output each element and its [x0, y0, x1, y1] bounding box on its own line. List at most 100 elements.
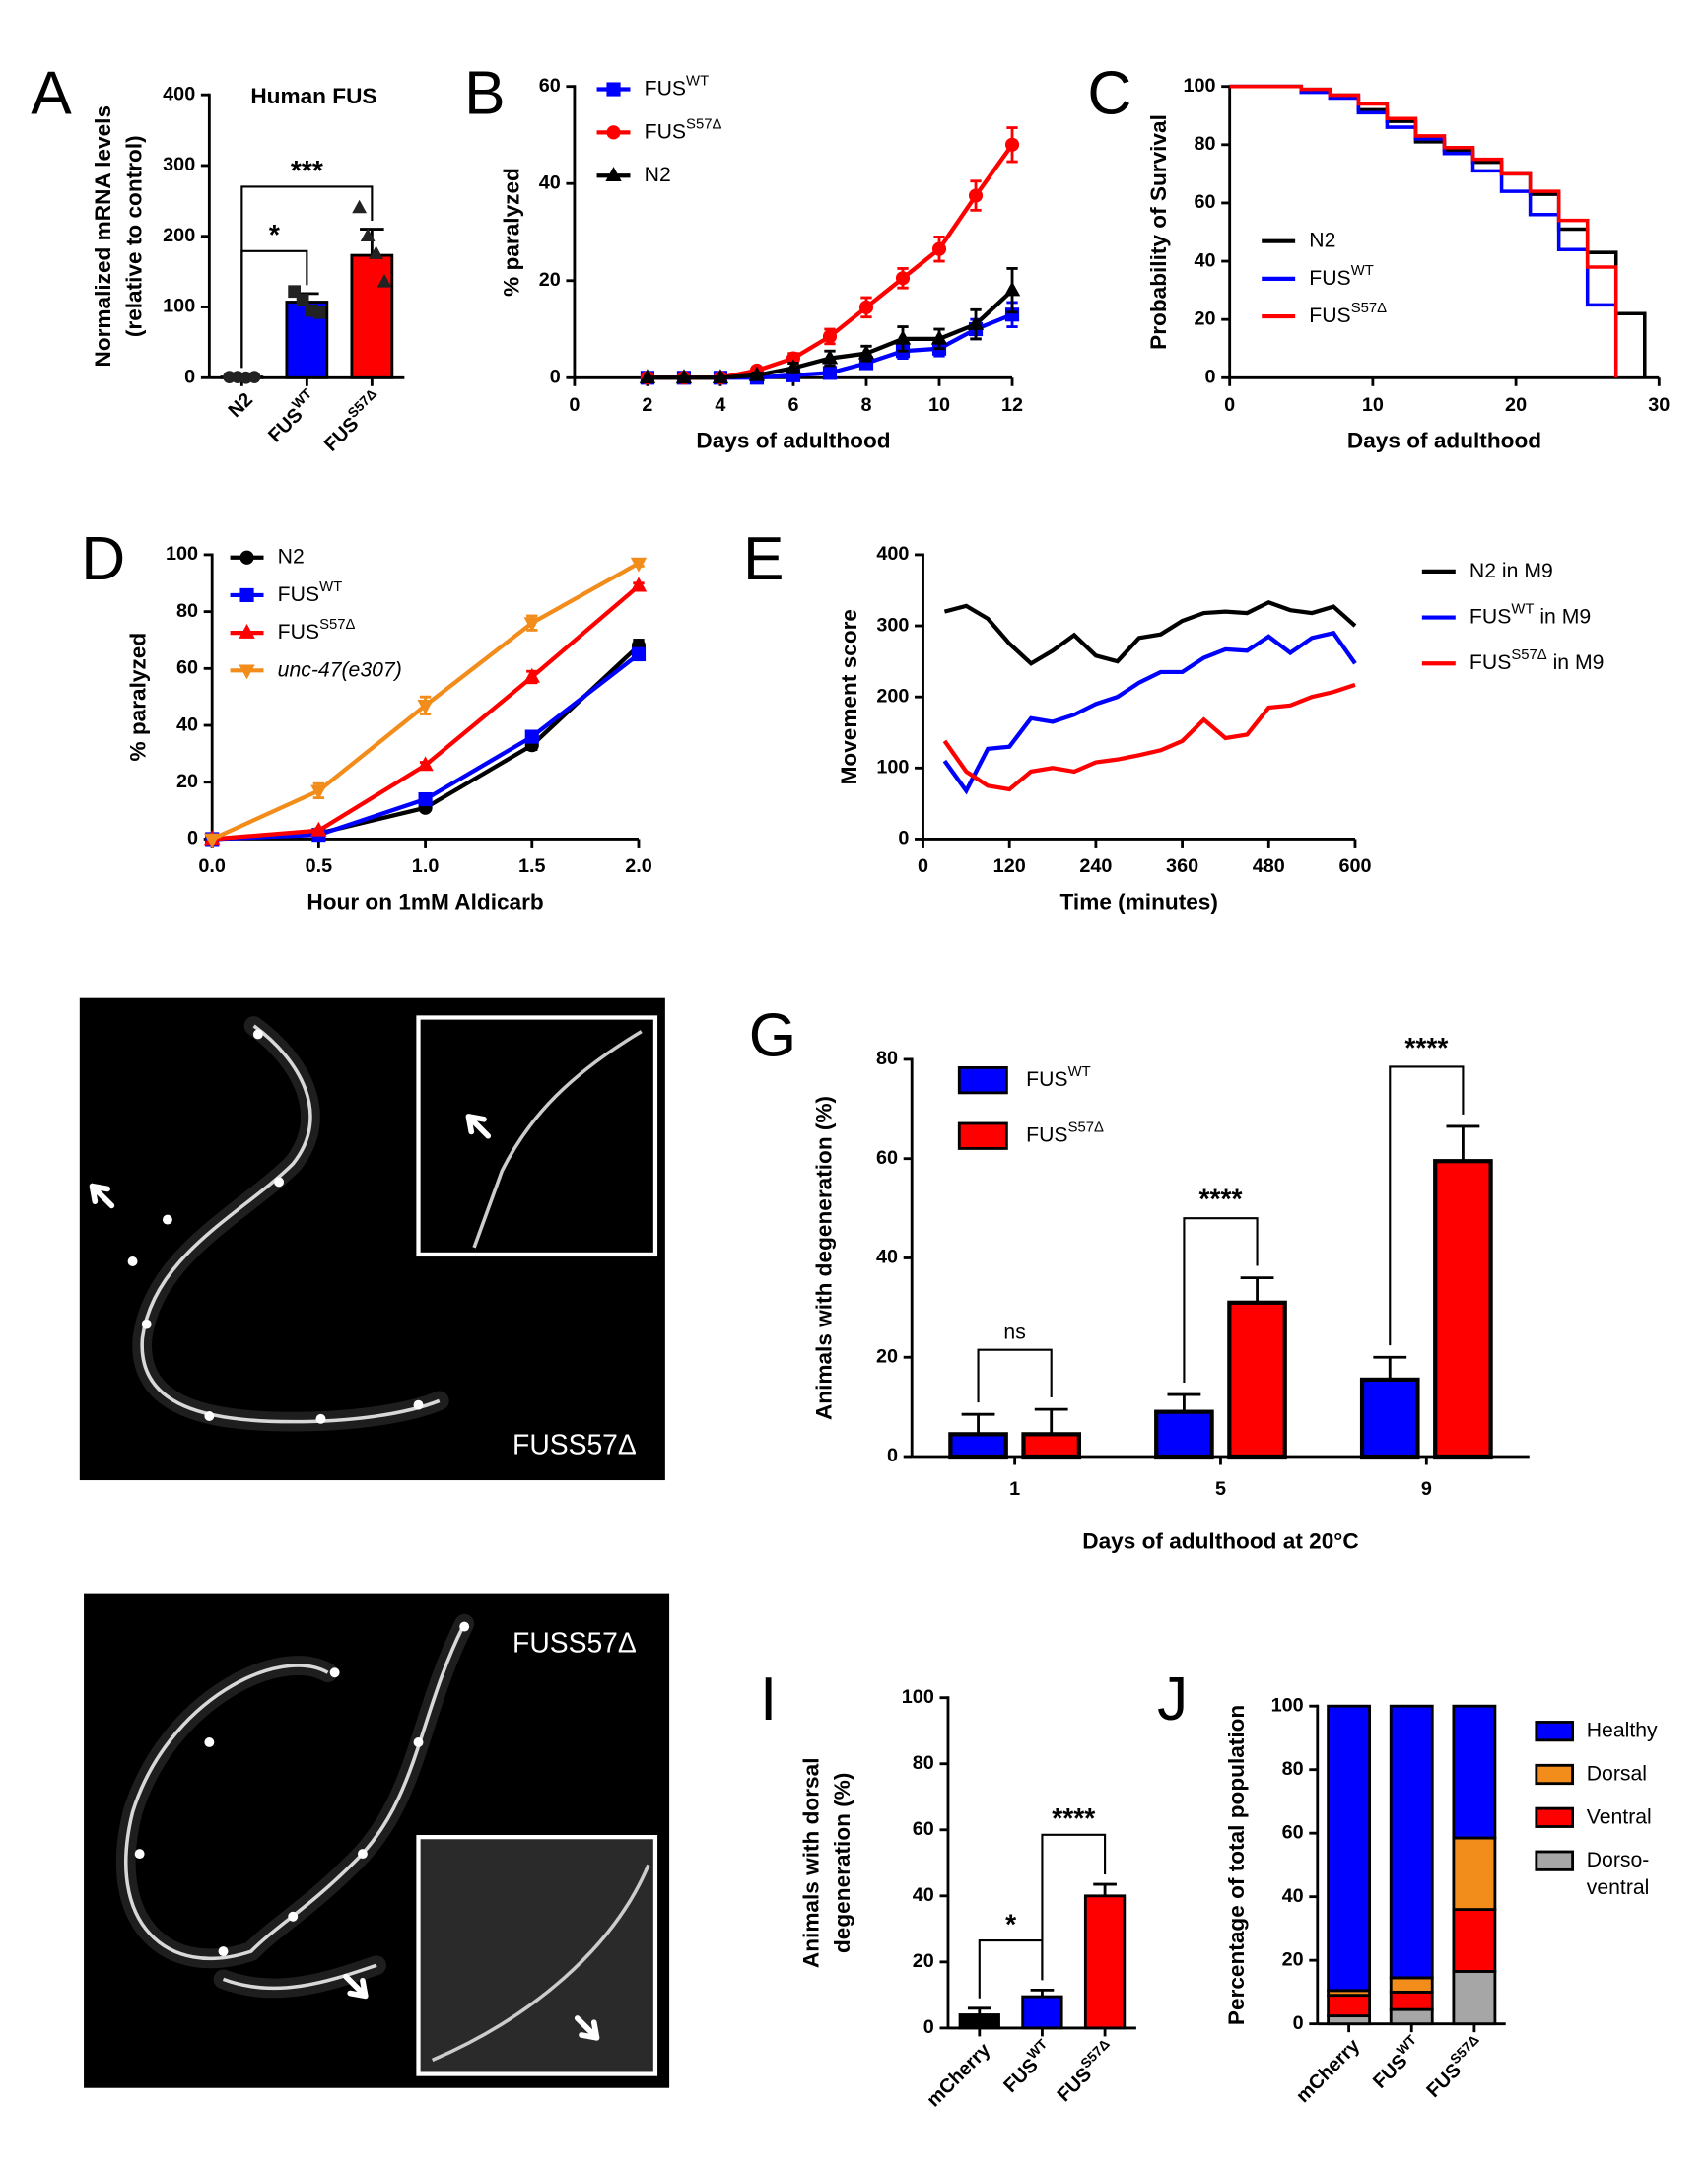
legend-label-part: N2 [1309, 229, 1335, 251]
bar [958, 2013, 1000, 2030]
y-axis-label: Percentage of total population [1224, 1705, 1249, 2025]
bar-segment [1452, 1704, 1497, 1840]
significance-label: **** [1052, 1802, 1095, 1834]
marker [1004, 137, 1020, 152]
legend-label-part: S57Δ [319, 617, 355, 633]
legend-label: ventral [1587, 1876, 1650, 1899]
bar-segment [1389, 1976, 1434, 1994]
significance-bracket [977, 1348, 1053, 1403]
y-tick-label: 100 [166, 543, 198, 565]
bar [1021, 1432, 1082, 1460]
bar-segment [1389, 1991, 1434, 2011]
neuron-dot [459, 1621, 470, 1632]
x-tick-label: 0 [569, 394, 580, 416]
marker [376, 274, 392, 288]
bar-segment [1327, 1704, 1372, 1993]
x-tick-label: 6 [787, 394, 798, 416]
significance-label: **** [1404, 1032, 1448, 1063]
marker [239, 550, 254, 565]
legend-label: FUSWT [278, 579, 343, 606]
marker [858, 300, 874, 314]
legend-label-part: S57Δ [1511, 647, 1546, 663]
y-axis-label: (relative to control) [121, 135, 146, 337]
legend-label-part: FUS [1026, 1068, 1067, 1091]
x-tick-label-part: S57Δ [1447, 2031, 1482, 2067]
significance-label: * [269, 219, 280, 250]
x-tick-label: FUSWT [260, 384, 322, 446]
significance-label: *** [291, 155, 323, 186]
bar [1154, 1409, 1214, 1460]
y-tick-label: 40 [913, 1884, 934, 1906]
x-tick-label: 4 [715, 394, 725, 416]
legend-label: FUSS57Δ [1026, 1120, 1104, 1147]
legend-label-part: N2 [645, 164, 671, 186]
marker [639, 369, 656, 384]
legend-label-part: FUS [278, 583, 319, 606]
marker [296, 293, 309, 306]
y-axis-label: degeneration (%) [830, 1773, 854, 1953]
marker [310, 784, 327, 800]
x-tick-label: 5 [1215, 1478, 1226, 1500]
x-tick-label: 480 [1253, 855, 1285, 877]
y-tick-label: 400 [163, 83, 195, 104]
legend-label: FUSWT in M9 [1469, 601, 1591, 628]
y-tick-label: 0 [550, 367, 561, 388]
marker [605, 167, 622, 182]
marker [630, 557, 648, 573]
inset [416, 1015, 658, 1257]
legend-label: N2 [645, 164, 671, 186]
marker [712, 369, 729, 384]
legend-label-part: WT [1351, 263, 1374, 279]
y-tick-label: 200 [163, 225, 195, 246]
x-tick-label: 20 [1505, 394, 1527, 416]
bar [350, 253, 394, 379]
marker [748, 366, 766, 381]
legend-label: FUSWT [1026, 1064, 1090, 1091]
neuron-dot [274, 1177, 285, 1188]
survival-curve [1229, 84, 1618, 378]
bar-segment [1452, 1908, 1497, 1973]
legend-label-part: FUS [1469, 651, 1511, 674]
y-tick-label: 80 [913, 1752, 934, 1774]
marker [675, 369, 693, 384]
y-tick-label: 0 [887, 1445, 898, 1466]
y-tick-label: 20 [876, 1345, 898, 1367]
neuron-dot [413, 1737, 424, 1747]
x-tick-label: 1 [1009, 1478, 1020, 1500]
marker [288, 285, 301, 299]
legend-label: unc-47(e307) [278, 658, 402, 681]
legend-label: Ventral [1587, 1805, 1652, 1828]
x-tick-label-part: N2 [225, 389, 257, 422]
x-tick-label: FUSWT [995, 2035, 1058, 2097]
bar-segment [1452, 1970, 1497, 2026]
legend-label-part: Healthy [1587, 1719, 1658, 1741]
y-axis-label: Animals with degeneration (%) [811, 1096, 836, 1420]
legend-swatch [1535, 1721, 1575, 1742]
marker [894, 329, 912, 345]
y-tick-label: 80 [1282, 1758, 1304, 1780]
bar-segment [1389, 2007, 1434, 2026]
x-tick-label-part: FUS [1369, 2050, 1412, 2093]
x-tick-label: FUSS57Δ [1050, 2035, 1121, 2106]
neuron-dot [329, 1667, 340, 1678]
bar [1359, 1377, 1420, 1460]
x-tick-label-part: FUS [1423, 2060, 1467, 2103]
neuron-dot [127, 1256, 138, 1266]
marker [822, 329, 838, 344]
x-tick-label: 2.0 [625, 855, 652, 877]
x-tick-label: 2 [642, 394, 652, 416]
x-axis-label: Days of adulthood [696, 428, 890, 452]
y-tick-label: 60 [1282, 1821, 1304, 1843]
inset-axon [431, 1864, 650, 2063]
significance-label: ns [1003, 1321, 1025, 1343]
panel-letter: I [760, 1665, 777, 1733]
arrow [89, 1183, 115, 1209]
legend-label-part: N2 [278, 545, 305, 568]
image-label: FUSS57Δ [512, 1429, 637, 1460]
legend-label: FUSWT [1309, 263, 1374, 290]
legend-label: FUSS57Δ in M9 [1469, 647, 1605, 674]
y-axis-label: Probability of Survival [1146, 114, 1171, 350]
y-tick-label: 20 [913, 1950, 934, 1972]
legend-label-part: Ventral [1587, 1805, 1652, 1828]
